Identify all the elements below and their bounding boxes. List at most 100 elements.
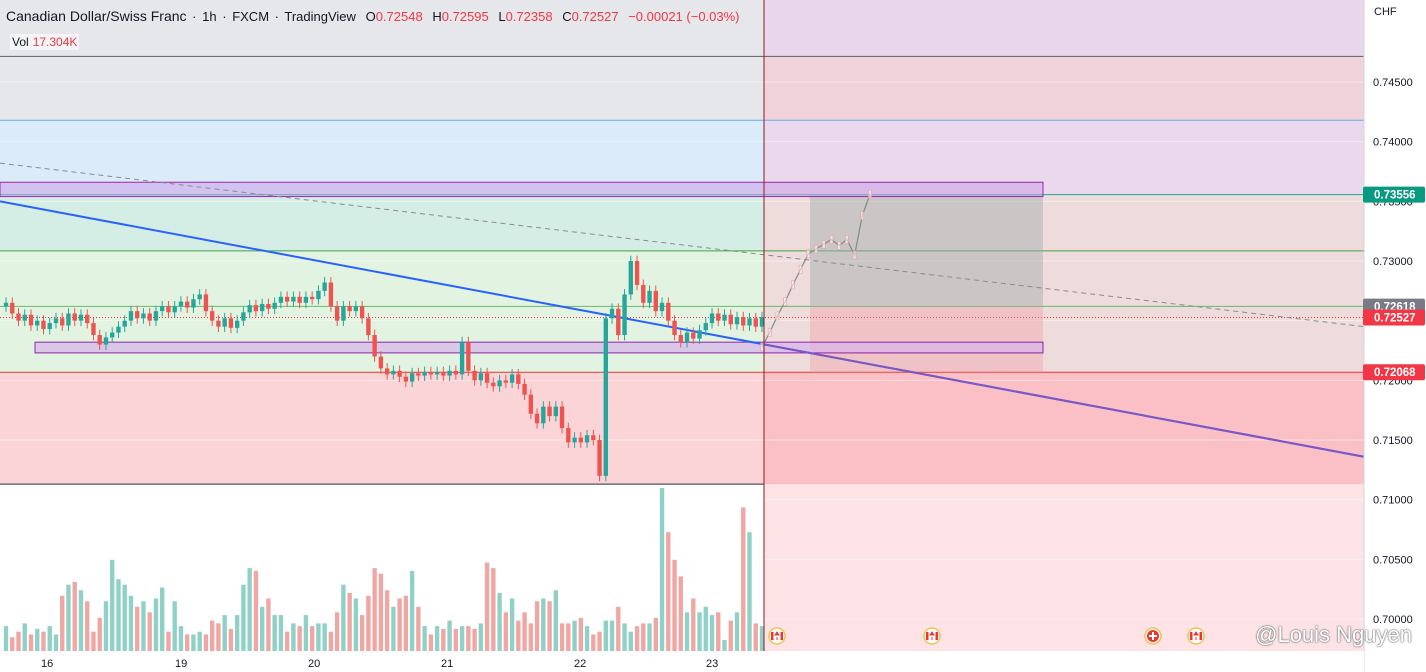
candle-body	[434, 371, 440, 375]
projection-candle	[852, 250, 857, 260]
volume-bar	[466, 626, 471, 651]
author-watermark: @Louis Nguyen	[1255, 622, 1412, 647]
platform-name: TradingView	[284, 9, 356, 24]
candle-body	[416, 373, 421, 376]
candle-body	[259, 303, 265, 312]
candle-body	[91, 323, 96, 336]
volume-bar	[741, 507, 746, 651]
price-badge-label: 0.73556	[1374, 190, 1416, 202]
swiss-flag-icon[interactable]	[1144, 627, 1162, 645]
y-tick-label: 0.73000	[1373, 256, 1413, 268]
candle-body	[234, 320, 240, 328]
candle-body	[297, 296, 302, 303]
candle-body	[160, 306, 165, 312]
volume-bar	[16, 631, 21, 651]
canada-flag-icon[interactable]	[768, 627, 786, 645]
currency-label[interactable]: CHF	[1374, 6, 1397, 18]
candle-body	[728, 314, 733, 325]
candle-body	[759, 317, 765, 327]
candle-body	[391, 370, 396, 375]
interval[interactable]: 1h	[202, 9, 217, 24]
volume-bar	[672, 559, 677, 651]
volume-label: Vol	[12, 35, 29, 49]
volume-bar	[666, 532, 671, 651]
volume-bar	[234, 615, 240, 651]
zone-green	[0, 250, 764, 373]
candle-body	[3, 302, 9, 307]
volume-bar	[241, 584, 246, 651]
volume-bar	[728, 620, 733, 651]
volume-bar	[578, 617, 583, 651]
volume-bar	[291, 623, 296, 651]
volume-bar	[428, 634, 434, 651]
candle-body	[478, 373, 484, 381]
candle-body	[166, 306, 171, 313]
dashed-trendline	[0, 162, 1365, 328]
volume-bar	[572, 620, 577, 651]
volume-bar	[584, 626, 590, 651]
candle-body	[72, 313, 77, 321]
candle-body	[41, 320, 46, 330]
projection-candle	[760, 342, 764, 352]
chart-legend: Canadian Dollar/Swiss Franc · 1h · FXCM …	[6, 8, 740, 24]
candle-body	[559, 406, 565, 429]
volume-bar	[60, 595, 65, 651]
volume-bar	[347, 592, 352, 651]
volume-bar	[66, 584, 71, 651]
candle-body	[659, 302, 665, 312]
projection-candle	[860, 211, 865, 220]
volume-bar	[353, 598, 359, 651]
symbol-name[interactable]: Canadian Dollar/Swiss Franc	[6, 8, 187, 24]
candle-body	[522, 383, 527, 395]
candle-body	[228, 318, 234, 328]
candle-body	[528, 394, 534, 414]
volume-bar	[659, 488, 665, 651]
candle-body	[303, 296, 309, 303]
x-tick-label: 20	[308, 658, 320, 670]
candle-body	[322, 282, 327, 291]
candle-body	[328, 282, 334, 307]
candle-body	[641, 284, 646, 303]
candle-body	[122, 320, 127, 327]
volume-bar	[78, 590, 84, 651]
candle-body	[191, 299, 196, 308]
volume-legend[interactable]: Vol 17.304K	[10, 34, 80, 50]
x-tick-label: 19	[175, 658, 187, 670]
descending-trendline-future	[763, 343, 1365, 458]
price-axis	[1364, 0, 1426, 672]
candle-body	[128, 311, 134, 321]
volume-bar	[3, 626, 9, 651]
volume-bar	[616, 606, 621, 651]
canada-flag-icon[interactable]	[923, 627, 941, 645]
x-tick-label: 16	[41, 658, 53, 670]
candle-body	[103, 337, 109, 345]
volume-bar	[747, 532, 752, 651]
volume-bar	[334, 612, 340, 651]
volume-bar	[116, 579, 121, 651]
volume-bar	[259, 606, 265, 651]
candle-body	[222, 318, 227, 327]
volume-bar	[684, 612, 690, 651]
volume-bar	[328, 631, 334, 651]
candle-body	[491, 382, 496, 387]
volume-bar	[503, 612, 509, 651]
candle-body	[572, 437, 577, 443]
candle-body	[372, 335, 377, 357]
volume-bar	[634, 626, 640, 651]
candle-body	[509, 374, 515, 383]
candle-body	[503, 380, 509, 383]
zone-red	[0, 372, 764, 485]
canada-flag-icon[interactable]	[1187, 627, 1205, 645]
volume-bar	[497, 592, 502, 651]
volume-bar	[559, 623, 565, 651]
candle-body	[578, 437, 583, 443]
time-axis	[0, 651, 1364, 672]
volume-bar	[91, 631, 96, 651]
y-tick-label: 0.71500	[1373, 435, 1413, 447]
low-label: L	[498, 9, 506, 24]
y-tick-label: 0.70000	[1373, 614, 1413, 626]
volume-bar	[366, 595, 371, 651]
volume-bar	[191, 634, 196, 651]
resistance-zone	[0, 181, 1044, 198]
